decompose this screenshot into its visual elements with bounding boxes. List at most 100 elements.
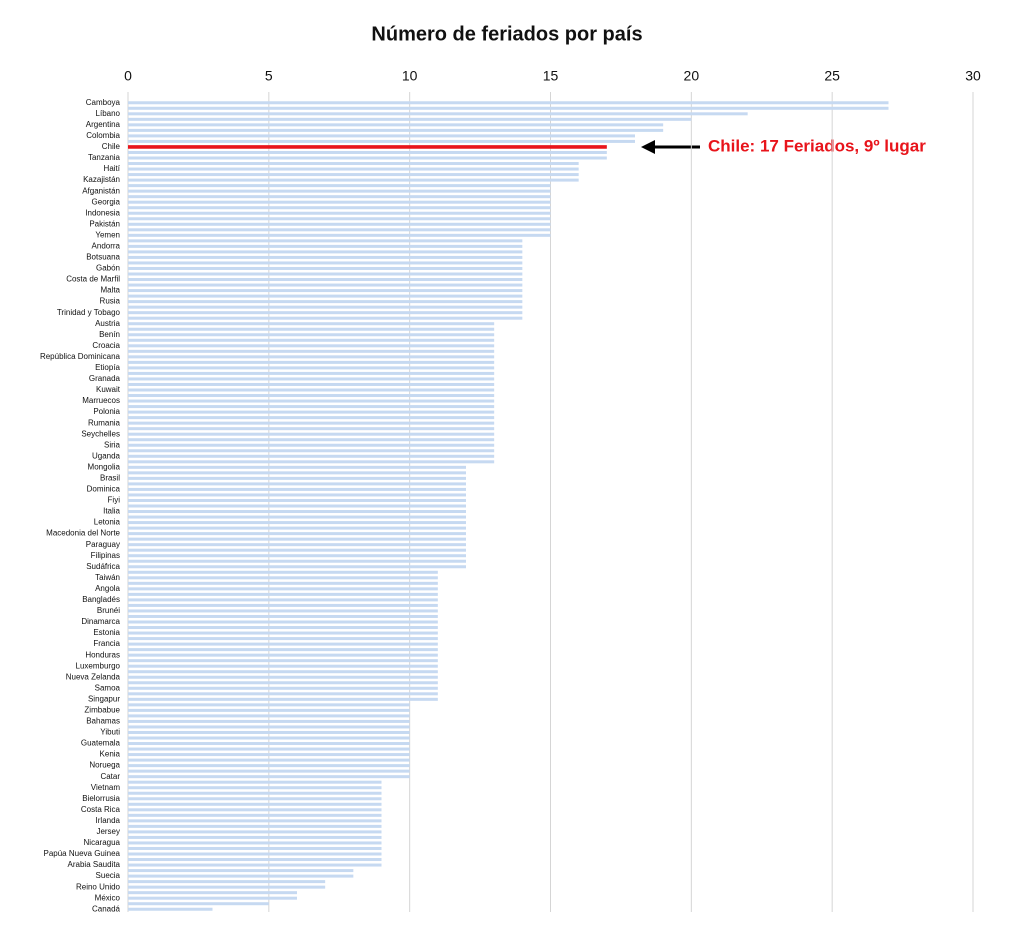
y-tick-label: Taiwán: [95, 573, 120, 582]
bar: [128, 819, 382, 823]
bar: [128, 101, 889, 105]
y-tick-label: Zimbabue: [84, 705, 120, 714]
bar: [128, 648, 438, 652]
bar: [128, 692, 438, 696]
bar: [128, 791, 382, 795]
bar: [128, 305, 523, 309]
bar: [128, 200, 551, 204]
bar: [128, 266, 523, 270]
bar: [128, 835, 382, 839]
y-tick-label: Nueva Zelanda: [66, 672, 121, 681]
y-tick-label: Yemen: [95, 230, 120, 239]
y-tick-label: Indonesia: [85, 208, 120, 217]
bar: [128, 139, 635, 143]
annotation-arrow: [641, 140, 700, 154]
bar: [128, 443, 495, 447]
bar: [128, 863, 382, 867]
bar: [128, 780, 382, 784]
bar: [128, 377, 495, 381]
y-tick-label: Italia: [103, 507, 120, 516]
bar: [128, 753, 410, 757]
y-tick-label: Austria: [95, 319, 120, 328]
x-tick-label: 10: [402, 68, 418, 84]
y-tick-label: Rumania: [88, 418, 121, 427]
y-tick-label: Etiopía: [95, 363, 120, 372]
y-tick-label: Rusia: [100, 297, 121, 306]
bar: [128, 537, 466, 541]
bar: [128, 736, 410, 740]
y-tick-label: Camboya: [86, 98, 121, 107]
bar: [128, 178, 579, 182]
bar: [128, 824, 382, 828]
y-tick-label: Filipinas: [91, 551, 120, 560]
bar: [128, 581, 438, 585]
y-tick-label: Trinidad y Tobago: [57, 308, 121, 317]
y-tick-label: Costa de Marfil: [66, 275, 120, 284]
y-tick-label: Seychelles: [81, 429, 120, 438]
bar: [128, 841, 382, 845]
bar: [128, 626, 438, 630]
bar: [128, 686, 438, 690]
bar: [128, 410, 495, 414]
bar: [128, 653, 438, 657]
bar: [128, 482, 466, 486]
bar: [128, 587, 438, 591]
bar: [128, 504, 466, 508]
bar: [128, 206, 551, 210]
bar: [128, 184, 551, 188]
y-tick-label: Argentina: [86, 120, 121, 129]
y-tick-label: Vietnam: [91, 783, 121, 792]
bar: [128, 233, 551, 237]
bar: [128, 742, 410, 746]
bar: [128, 476, 466, 480]
bar: [128, 725, 410, 729]
y-tick-label: Macedonia del Norte: [46, 529, 120, 538]
y-tick-label: Marruecos: [82, 396, 120, 405]
bar: [128, 255, 523, 259]
bar: [128, 222, 551, 226]
bar: [128, 609, 438, 613]
bar: [128, 261, 523, 265]
bar: [128, 250, 523, 254]
bar: [128, 869, 354, 873]
x-tick-label: 5: [265, 68, 273, 84]
bar: [128, 322, 495, 326]
bar: [128, 173, 579, 177]
bar: [128, 498, 466, 502]
bar: [128, 697, 438, 701]
bar: [128, 515, 466, 519]
bar: [128, 675, 438, 679]
bar: [128, 112, 748, 116]
bar: [128, 703, 410, 707]
y-tick-label: Arabia Saudita: [68, 860, 121, 869]
bar: [128, 487, 466, 491]
bar: [128, 150, 607, 154]
bar: [128, 211, 551, 215]
bar: [128, 162, 579, 166]
y-tick-label: Catar: [100, 772, 120, 781]
y-tick-label: Bahamas: [86, 717, 120, 726]
bar: [128, 454, 495, 458]
y-tick-label: República Dominicana: [40, 352, 121, 361]
bar: [128, 681, 438, 685]
bar: [128, 244, 523, 248]
bar: [128, 764, 410, 768]
y-tick-label: Canadá: [92, 904, 121, 913]
bar: [128, 189, 551, 193]
bar: [128, 349, 495, 353]
bar: [128, 167, 579, 171]
y-tick-label: Singapur: [88, 694, 120, 703]
bar: [128, 128, 664, 132]
bar: [128, 521, 466, 525]
bar: [128, 195, 551, 199]
y-tick-label: Honduras: [85, 650, 120, 659]
bar: [128, 708, 410, 712]
bar: [128, 239, 523, 243]
bar: [128, 659, 438, 663]
bar: [128, 907, 213, 911]
y-tick-label: Uganda: [92, 451, 121, 460]
bar: [128, 543, 466, 547]
bar: [128, 366, 495, 370]
bar: [128, 300, 523, 304]
y-tick-label: Chile: [102, 142, 121, 151]
